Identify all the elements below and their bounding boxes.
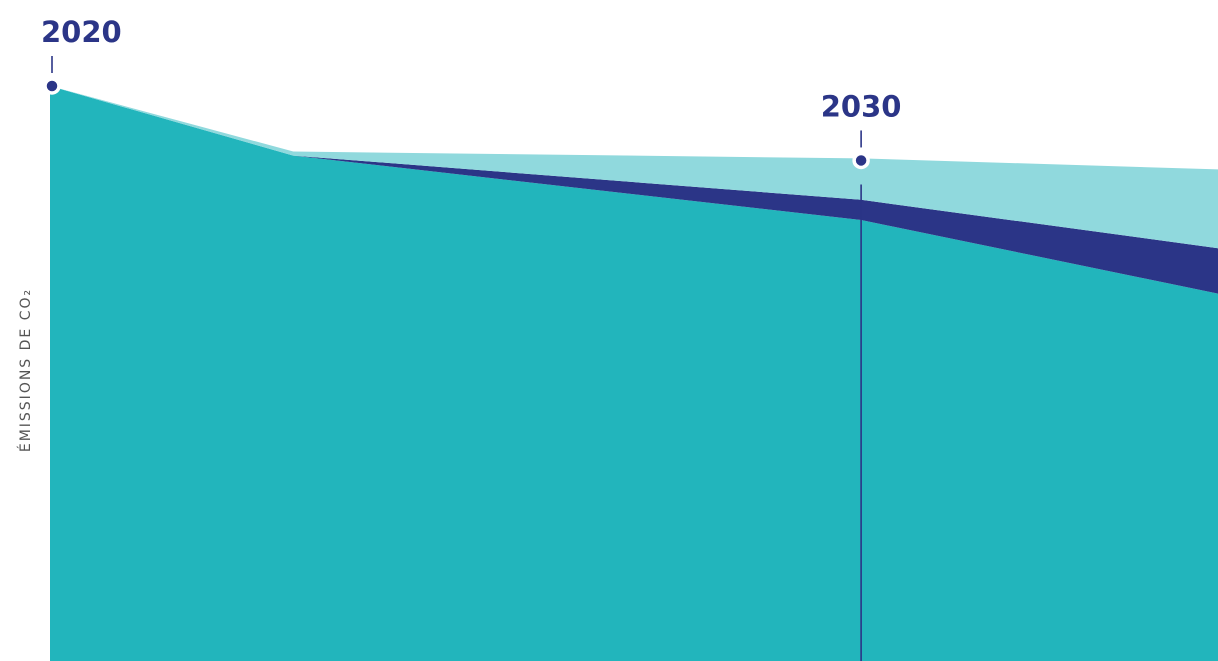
area-layer xyxy=(50,86,1218,661)
area-series-3 xyxy=(50,86,1218,249)
marker-layer: 2020 2030 xyxy=(41,15,902,170)
marker-2030: 2030 xyxy=(821,89,902,170)
y-axis-label: ÉMISSIONS DE CO₂ xyxy=(17,288,34,452)
marker-dot-2030 xyxy=(852,151,870,170)
marker-2020: 2020 xyxy=(41,15,122,95)
marker-label-2020: 2020 xyxy=(41,15,122,49)
area-series-2 xyxy=(50,86,1218,294)
area-series-1 xyxy=(50,86,1218,661)
marker-label-2030: 2030 xyxy=(821,89,902,123)
marker-dot-2020 xyxy=(43,77,61,95)
